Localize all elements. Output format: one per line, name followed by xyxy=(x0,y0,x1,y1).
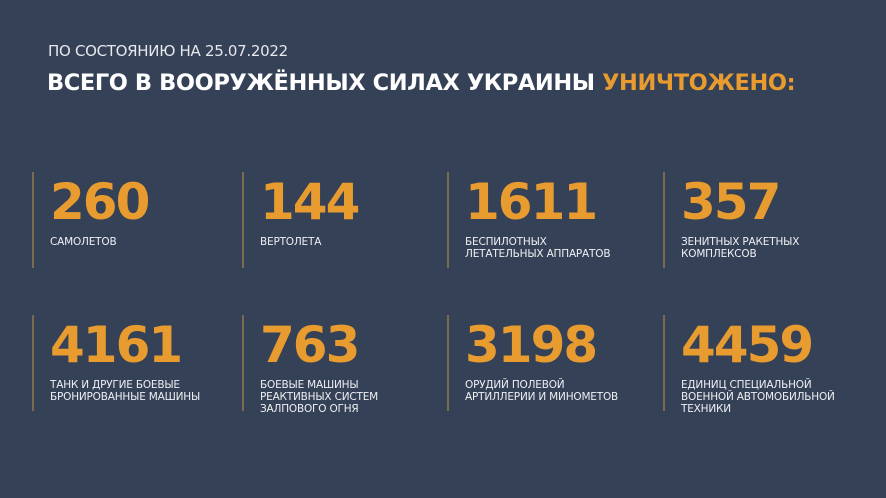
title-accent: УНИЧТОЖЕНО: xyxy=(602,70,796,96)
stat-label: ЕДИНИЦ СПЕЦИАЛЬНОЙ ВОЕННОЙ АВТОМОБИЛЬНОЙ… xyxy=(681,379,835,415)
stat-value: 260 xyxy=(50,173,150,231)
stat-vehicles: 4459 ЕДИНИЦ СПЕЦИАЛЬНОЙ ВОЕННОЙ АВТОМОБИЛ… xyxy=(663,315,835,415)
stat-value: 4459 xyxy=(681,316,814,374)
stat-tanks: 4161 ТАНК И ДРУГИЕ БОЕВЫЕ БРОНИРОВАННЫЕ М… xyxy=(32,315,200,411)
stat-helicopters: 144 ВЕРТОЛЕТА xyxy=(242,172,360,268)
stat-value: 3198 xyxy=(465,316,598,374)
stat-value: 144 xyxy=(260,173,360,231)
stat-mlrs: 763 БОЕВЫЕ МАШИНЫ РЕАКТИВНЫХ СИСТЕМ ЗАЛПО… xyxy=(242,315,378,415)
stat-air-defense: 357 ЗЕНИТНЫХ РАКЕТНЫХ КОМПЛЕКСОВ xyxy=(663,172,799,268)
stat-value: 357 xyxy=(681,173,781,231)
stat-label: ОРУДИЙ ПОЛЕВОЙ АРТИЛЛЕРИИ И МИНОМЕТОВ xyxy=(465,379,619,403)
page-title: ВСЕГО В ВООРУЖЁННЫХ СИЛАХ УКРАИНЫ УНИЧТО… xyxy=(47,70,796,96)
stat-value: 763 xyxy=(260,316,360,374)
stat-value: 4161 xyxy=(50,316,183,374)
stat-uav: 1611 БЕСПИЛОТНЫХ ЛЕТАТЕЛЬНЫХ АППАРАТОВ xyxy=(447,172,611,268)
stat-label: ЗЕНИТНЫХ РАКЕТНЫХ КОМПЛЕКСОВ xyxy=(681,236,800,260)
stat-aircraft: 260 САМОЛЕТОВ xyxy=(32,172,150,268)
stat-label: ВЕРТОЛЕТА xyxy=(260,236,322,248)
stat-label: БОЕВЫЕ МАШИНЫ РЕАКТИВНЫХ СИСТЕМ ЗАЛПОВОГ… xyxy=(260,379,378,415)
stat-artillery: 3198 ОРУДИЙ ПОЛЕВОЙ АРТИЛЛЕРИИ И МИНОМЕТО… xyxy=(447,315,618,411)
stat-label: САМОЛЕТОВ xyxy=(50,236,117,248)
stat-label: БЕСПИЛОТНЫХ ЛЕТАТЕЛЬНЫХ АППАРАТОВ xyxy=(465,236,611,260)
stat-label: ТАНК И ДРУГИЕ БОЕВЫЕ БРОНИРОВАННЫЕ МАШИН… xyxy=(50,379,201,403)
title-main: ВСЕГО В ВООРУЖЁННЫХ СИЛАХ УКРАИНЫ xyxy=(47,70,595,96)
date-line: ПО СОСТОЯНИЮ НА 25.07.2022 xyxy=(48,42,288,60)
stat-value: 1611 xyxy=(465,173,598,231)
